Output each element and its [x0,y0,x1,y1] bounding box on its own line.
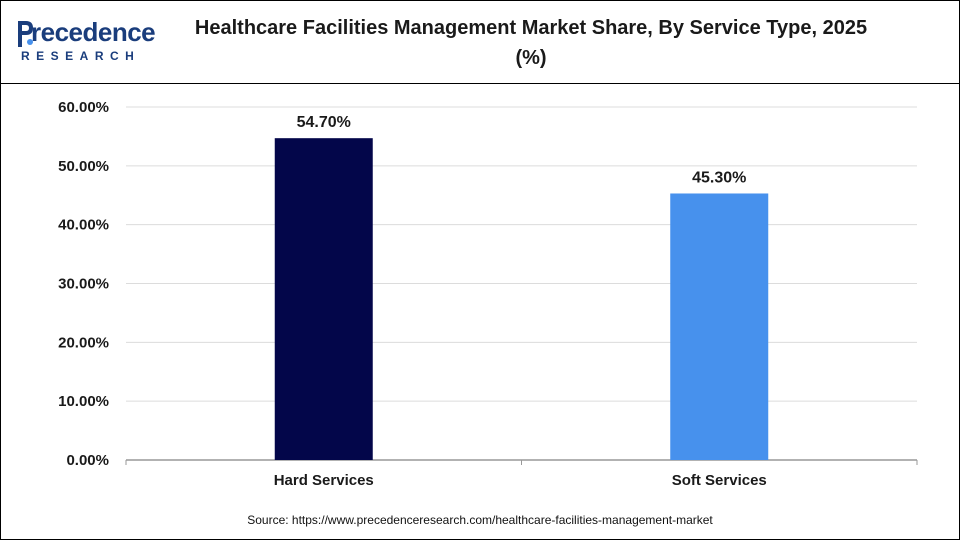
bar-chart: 0.00% 10.00% 20.00% 30.00% 40.00% 50.00% 60.00… [58,99,918,489]
y-tick-label: 50.00% [58,158,109,175]
y-tick-label: 10.00% [58,393,109,410]
data-label: 45.30% [692,169,746,186]
y-tick-label: 60.00% [58,99,109,116]
y-tick-label: 20.00% [58,334,109,351]
x-tick-label: Soft Services [672,472,767,489]
y-tick-label: 40.00% [58,217,109,234]
data-label: 54.70% [297,114,351,131]
x-tick-label: Hard Services [274,472,374,489]
logo-subtitle: RESEARCH [21,49,141,63]
header: recedence RESEARCH Healthcare Facilities… [1,1,959,84]
y-tick-label: 30.00% [58,276,109,293]
y-tick-label: 0.00% [66,452,109,469]
logo-p-icon [18,21,33,47]
bar [670,193,769,461]
bar [274,138,373,460]
source-note: Source: https://www.precedenceresearch.c… [247,513,713,527]
precedence-research-logo: recedence RESEARCH [15,15,165,67]
logo-wordmark: recedence [31,17,156,47]
chart-title: Healthcare Facilities Management Market … [194,17,868,69]
